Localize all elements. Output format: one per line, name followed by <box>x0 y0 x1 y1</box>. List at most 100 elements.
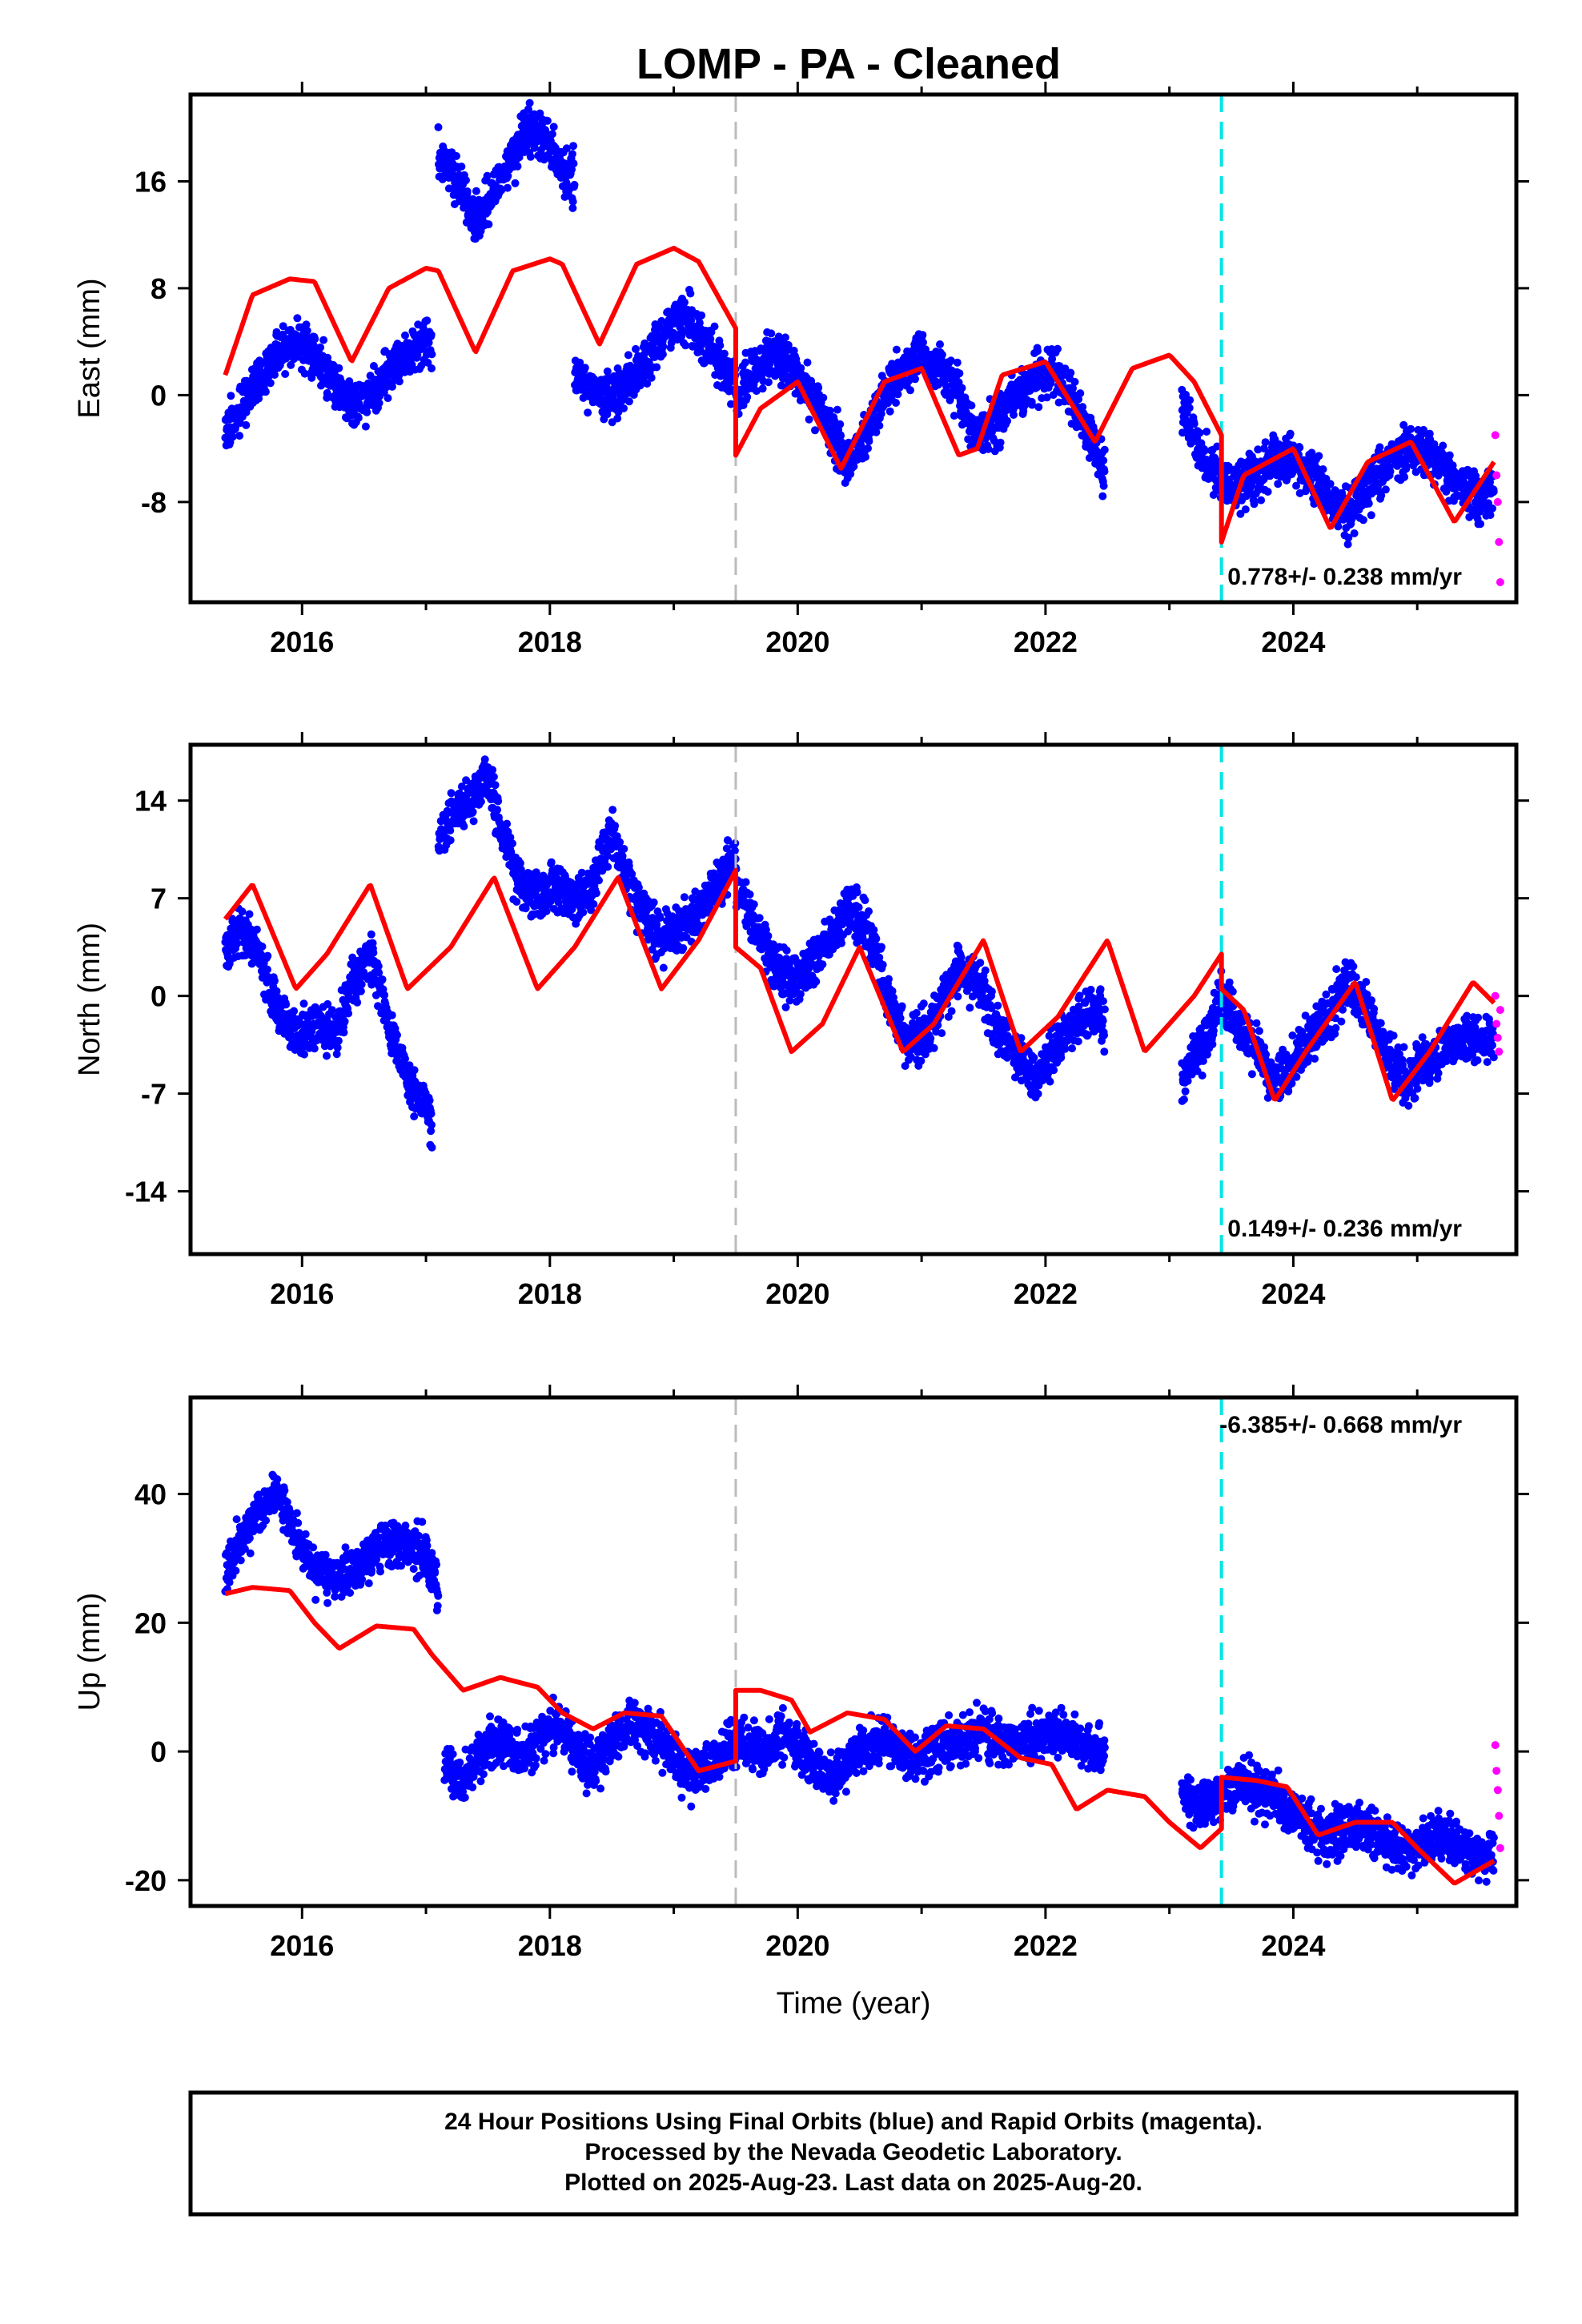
plot-area <box>221 94 1504 602</box>
data-point <box>405 1061 414 1070</box>
data-point <box>1200 447 1209 455</box>
data-point <box>1028 400 1037 409</box>
data-point <box>472 187 480 195</box>
rapid-data-point <box>1496 578 1504 586</box>
data-point <box>307 373 316 382</box>
data-point <box>743 392 752 401</box>
data-point <box>892 399 900 407</box>
data-point <box>252 925 261 934</box>
data-point <box>1066 368 1075 377</box>
data-point <box>1274 480 1283 489</box>
data-point <box>410 1066 419 1075</box>
data-point <box>494 797 503 806</box>
data-point <box>258 943 267 951</box>
data-point <box>568 150 576 159</box>
data-point <box>953 358 962 367</box>
data-point <box>613 414 622 423</box>
data-point <box>687 316 696 324</box>
x-tick-label: 2018 <box>518 625 582 658</box>
data-point <box>893 390 902 399</box>
data-point <box>506 833 515 842</box>
data-point <box>620 404 628 412</box>
data-point <box>576 358 584 367</box>
data-point <box>1367 511 1375 520</box>
data-point <box>235 432 244 440</box>
plot-frame <box>188 92 1519 605</box>
data-point <box>1257 496 1266 505</box>
data-point <box>508 839 516 848</box>
data-point <box>1286 429 1295 438</box>
data-point <box>1236 509 1245 518</box>
data-point <box>369 948 378 957</box>
data-point <box>656 914 665 923</box>
data-point <box>767 329 776 338</box>
data-point <box>335 364 343 372</box>
data-point <box>652 363 661 372</box>
data-point <box>290 1007 299 1015</box>
data-point <box>658 350 667 359</box>
rate-annotation: 0.778+/- 0.238 mm/yr <box>1227 564 1462 590</box>
data-point <box>293 314 302 323</box>
data-point <box>628 870 636 879</box>
data-point <box>1445 451 1454 460</box>
data-point <box>911 375 919 384</box>
data-point <box>1263 488 1272 496</box>
data-point <box>1439 441 1447 450</box>
data-point <box>279 322 287 331</box>
data-point <box>1254 445 1263 454</box>
data-point <box>272 987 281 995</box>
data-point <box>589 900 598 908</box>
data-point <box>530 143 539 152</box>
final-orbit-points-2 <box>571 285 740 427</box>
data-point <box>383 394 392 403</box>
data-point <box>354 413 363 422</box>
data-point <box>885 407 894 416</box>
data-point <box>706 335 715 344</box>
data-point <box>1425 429 1434 438</box>
data-point <box>877 409 885 418</box>
data-point <box>323 1051 331 1060</box>
data-point <box>353 998 362 1007</box>
data-point <box>695 319 704 328</box>
data-point <box>603 367 612 376</box>
data-point <box>316 343 325 352</box>
data-point <box>1472 472 1480 480</box>
data-point <box>918 331 927 340</box>
data-point <box>427 330 436 339</box>
data-point <box>299 999 308 1008</box>
data-point <box>488 766 497 774</box>
data-point <box>503 183 512 192</box>
data-point <box>323 999 332 1008</box>
data-point <box>1098 492 1107 501</box>
data-point <box>497 186 506 195</box>
data-point <box>1054 344 1062 353</box>
data-point <box>434 123 443 131</box>
data-point <box>469 817 478 826</box>
data-point <box>281 370 290 378</box>
data-point <box>462 176 470 184</box>
data-point <box>836 420 845 428</box>
data-point <box>797 364 805 372</box>
data-point <box>393 1031 401 1039</box>
data-point <box>967 401 976 410</box>
data-point <box>1488 504 1496 513</box>
data-point <box>1442 487 1451 496</box>
data-point <box>1315 452 1323 460</box>
data-point <box>1203 428 1211 436</box>
x-tick-label: 2022 <box>1014 625 1078 658</box>
data-point <box>525 99 534 107</box>
data-point <box>1326 480 1335 489</box>
data-point <box>263 951 272 960</box>
data-point <box>332 1050 341 1059</box>
data-point <box>311 335 319 344</box>
data-point <box>803 358 812 367</box>
y-tick-label: 0 <box>151 379 167 412</box>
data-point <box>686 289 695 298</box>
x-tick-label: 2024 <box>1261 625 1325 658</box>
data-point <box>603 851 612 860</box>
data-point <box>484 220 493 229</box>
x-tick-label: 2016 <box>270 625 334 658</box>
data-point <box>710 322 719 331</box>
data-point <box>1375 443 1384 452</box>
